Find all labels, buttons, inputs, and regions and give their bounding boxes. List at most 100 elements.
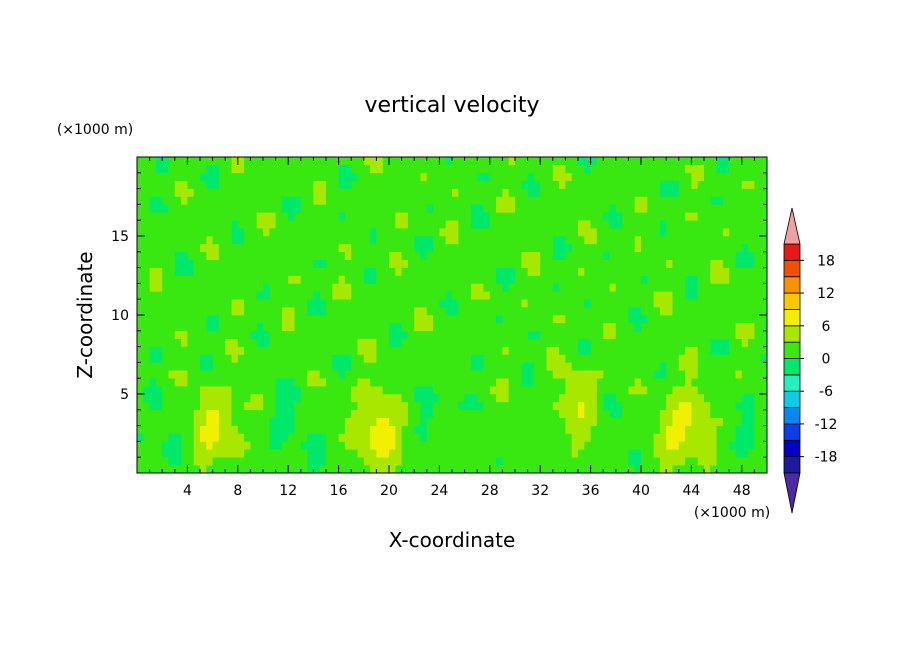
contour-cell bbox=[483, 196, 491, 205]
contour-cell bbox=[376, 299, 383, 308]
contour-cell bbox=[212, 409, 220, 418]
contour-cell bbox=[137, 283, 144, 292]
contour-cell bbox=[338, 267, 346, 276]
contour-cell bbox=[237, 220, 245, 229]
contour-cell bbox=[704, 370, 711, 379]
contour-cell bbox=[193, 449, 201, 458]
contour-cell bbox=[307, 465, 314, 474]
contour-cell bbox=[445, 457, 453, 466]
contour-cell bbox=[376, 330, 383, 339]
contour-cell bbox=[200, 465, 207, 474]
contour-cell bbox=[332, 394, 339, 403]
contour-cell bbox=[288, 330, 295, 339]
contour-cell bbox=[212, 362, 220, 371]
contour-cell bbox=[571, 409, 579, 418]
contour-cell bbox=[338, 322, 346, 332]
contour-cell bbox=[685, 243, 692, 253]
contour-cell bbox=[622, 409, 629, 418]
contour-cell bbox=[326, 433, 333, 442]
contour-cell bbox=[735, 236, 743, 245]
contour-cell bbox=[704, 299, 711, 308]
contour-cell bbox=[376, 196, 383, 205]
contour-cell bbox=[666, 338, 673, 347]
contour-cell bbox=[193, 465, 201, 474]
contour-cell bbox=[685, 417, 692, 426]
contour-cell bbox=[307, 346, 314, 355]
contour-cell bbox=[672, 370, 680, 379]
contour-cell bbox=[244, 378, 251, 387]
contour-cell bbox=[470, 251, 478, 260]
contour-cell bbox=[395, 417, 402, 426]
contour-cell bbox=[678, 172, 686, 181]
contour-cell bbox=[275, 251, 283, 260]
contour-cell bbox=[168, 220, 176, 229]
contour-cell bbox=[760, 417, 768, 426]
contour-cell bbox=[376, 228, 383, 237]
contour-cell bbox=[722, 299, 730, 308]
contour-cell bbox=[357, 243, 365, 253]
contour-cell bbox=[344, 465, 352, 474]
contour-cell bbox=[596, 346, 604, 355]
contour-cell bbox=[685, 291, 692, 300]
contour-cell bbox=[344, 346, 352, 355]
contour-cell bbox=[540, 449, 547, 458]
contour-cell bbox=[672, 386, 680, 395]
contour-cell bbox=[477, 172, 484, 181]
contour-cell bbox=[212, 196, 220, 205]
contour-cell bbox=[263, 401, 270, 411]
contour-cell bbox=[237, 204, 245, 213]
contour-cell bbox=[237, 283, 245, 292]
contour-cell bbox=[155, 441, 163, 450]
contour-cell bbox=[332, 386, 339, 395]
contour-cell bbox=[212, 425, 220, 434]
contour-cell bbox=[313, 370, 320, 379]
contour-cell bbox=[237, 172, 245, 181]
contour-cell bbox=[174, 228, 182, 237]
contour-cell bbox=[502, 362, 509, 371]
contour-cell bbox=[603, 236, 610, 245]
contour-cell bbox=[578, 354, 585, 363]
contour-cell bbox=[319, 172, 327, 181]
contour-cell bbox=[401, 346, 409, 355]
contour-cell bbox=[162, 401, 169, 411]
contour-cell bbox=[187, 228, 194, 237]
contour-cell bbox=[370, 259, 377, 268]
contour-cell bbox=[414, 188, 421, 197]
contour-cell bbox=[389, 172, 396, 181]
contour-cell bbox=[477, 196, 484, 205]
contour-cell bbox=[445, 401, 453, 411]
contour-cell bbox=[546, 220, 554, 229]
contour-cell bbox=[729, 441, 736, 450]
contour-cell bbox=[609, 275, 617, 284]
contour-cell bbox=[269, 370, 276, 379]
contour-cell bbox=[559, 267, 566, 276]
contour-cell bbox=[319, 401, 327, 411]
contour-cell bbox=[533, 180, 541, 189]
contour-cell bbox=[565, 267, 572, 276]
contour-cell bbox=[590, 259, 598, 268]
contour-cell bbox=[452, 172, 459, 181]
contour-cell bbox=[376, 433, 383, 442]
contour-cell bbox=[269, 394, 276, 403]
contour-cell bbox=[206, 322, 213, 332]
contour-cell bbox=[420, 354, 428, 363]
contour-cell bbox=[351, 291, 358, 300]
contour-cell bbox=[691, 291, 698, 300]
contour-cell bbox=[735, 330, 743, 339]
contour-cell bbox=[458, 409, 465, 418]
contour-cell bbox=[332, 283, 339, 292]
contour-cell bbox=[344, 275, 352, 284]
contour-cell bbox=[540, 283, 547, 292]
contour-cell bbox=[370, 228, 377, 237]
contour-cell bbox=[609, 243, 617, 253]
contour-cell bbox=[609, 394, 617, 403]
contour-cell bbox=[615, 465, 623, 474]
contour-cell bbox=[716, 236, 724, 245]
contour-cell bbox=[351, 315, 358, 324]
contour-cell bbox=[187, 204, 194, 213]
contour-cell bbox=[187, 378, 194, 387]
contour-cell bbox=[515, 220, 522, 229]
contour-cell bbox=[407, 449, 415, 458]
contour-cell bbox=[458, 362, 465, 371]
contour-cell bbox=[181, 315, 188, 324]
